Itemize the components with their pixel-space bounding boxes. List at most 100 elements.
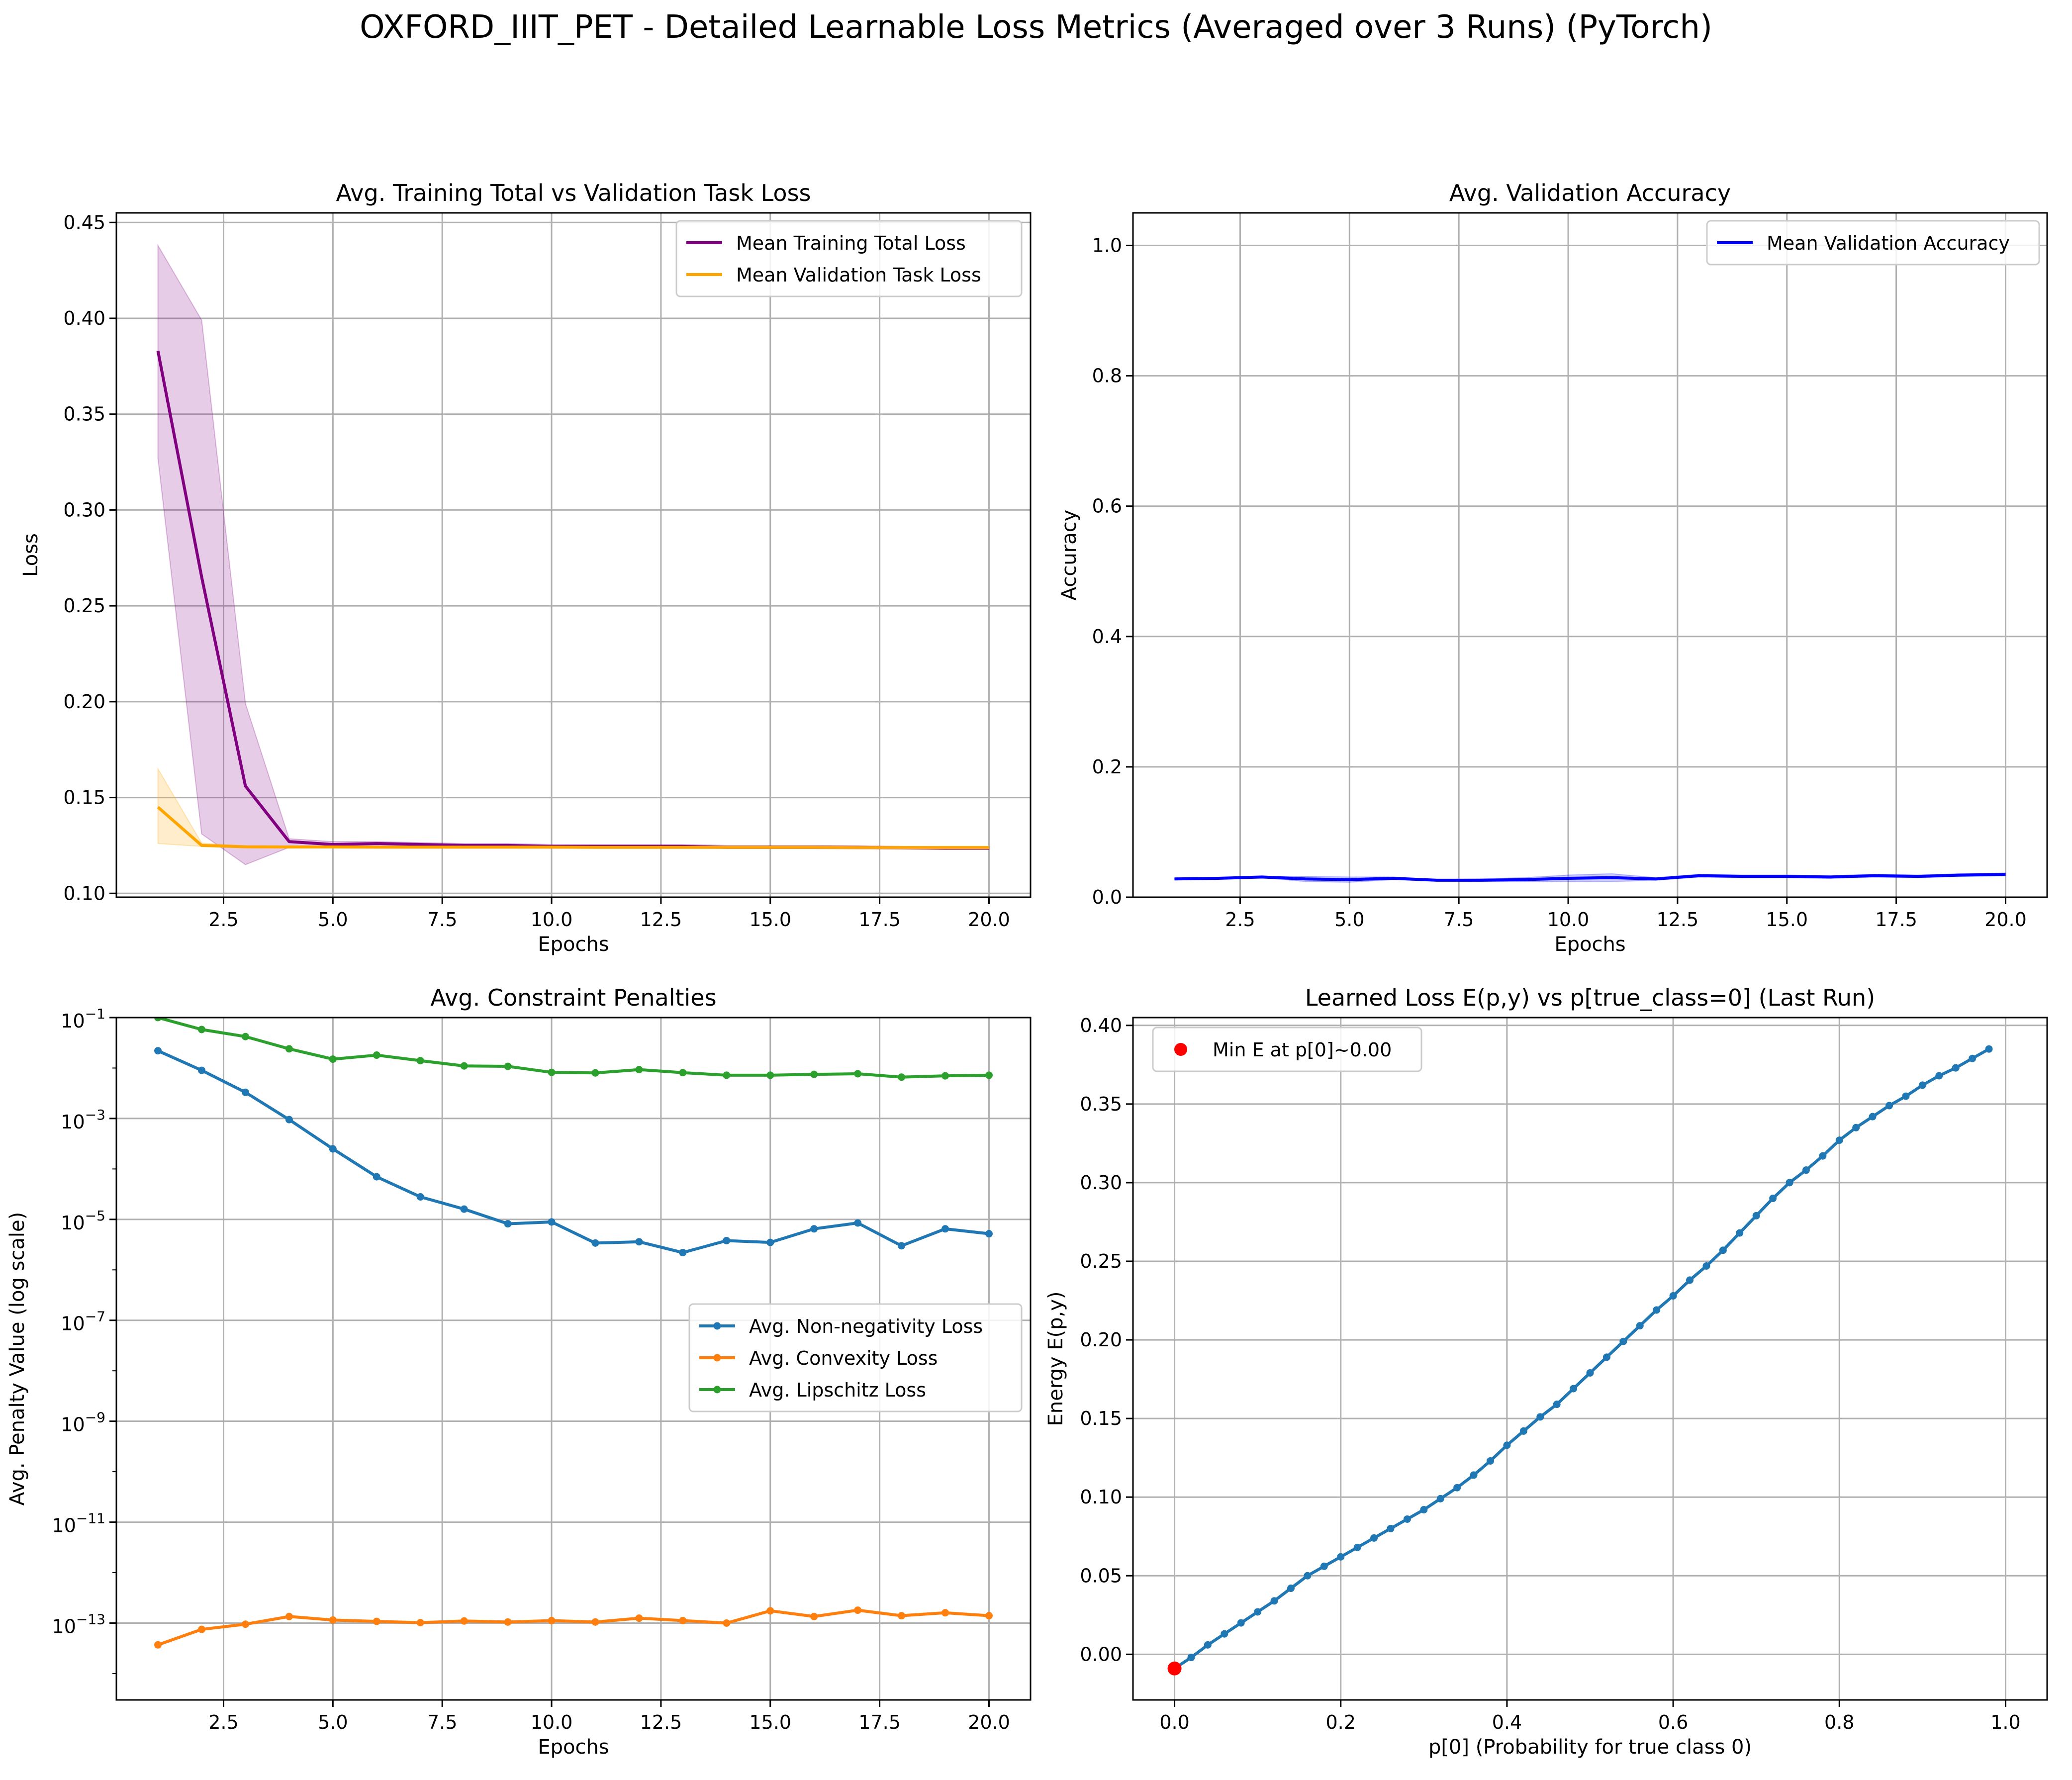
y-tick-label: 10−7 (61, 1309, 105, 1335)
data-point (1935, 1072, 1943, 1080)
x-tick-label: 17.5 (858, 909, 901, 931)
data-point (197, 1625, 205, 1633)
data-point (1287, 1585, 1295, 1593)
data-point (154, 1641, 162, 1649)
data-point (1304, 1572, 1312, 1580)
data-point (1702, 1262, 1710, 1270)
data-point (810, 1070, 818, 1078)
data-point (1270, 1597, 1278, 1605)
y-tick-label: 0.30 (1080, 1172, 1122, 1194)
data-point (854, 1606, 862, 1614)
chart-panel-1: Avg. Training Total vs Validation Task L… (19, 180, 1032, 956)
data-point (460, 1617, 468, 1625)
data-point (1752, 1212, 1760, 1219)
data-point (548, 1068, 556, 1076)
legend-frame (1706, 220, 2040, 266)
data-point (635, 1238, 643, 1246)
y-tick-label: 0.20 (63, 691, 105, 713)
y-tick-label: 0.15 (63, 787, 105, 809)
y-tick-label: 10−11 (52, 1510, 105, 1537)
data-point (942, 1225, 949, 1233)
data-point (1736, 1229, 1744, 1237)
legend-label: Avg. Non-negativity Loss (749, 1315, 983, 1337)
data-point (548, 1218, 556, 1226)
y-tick-label: 0.20 (1080, 1329, 1122, 1351)
data-point (1503, 1441, 1511, 1449)
y-tick-label: 10−9 (61, 1409, 105, 1436)
data-point (1337, 1553, 1345, 1561)
legend-marker (1174, 1043, 1187, 1056)
series-line-1 (157, 1049, 989, 1254)
y-tick-label: 0.8 (1092, 365, 1122, 387)
data-point (329, 1145, 337, 1153)
data-point (591, 1618, 599, 1626)
y-tick-label: 0.00 (1080, 1643, 1122, 1665)
axes-frame (115, 212, 1032, 898)
data-point (285, 1045, 293, 1053)
min-energy-marker (1167, 1661, 1182, 1676)
chart-panel-3: Avg. Constraint Penalties 2.5 5.0 7.5 10.0 12… (6, 984, 1032, 1759)
data-point (373, 1173, 380, 1181)
data-point (810, 1225, 818, 1233)
x-tick-label: 7.5 (427, 1711, 457, 1733)
y-tick-label: 10−13 (52, 1611, 105, 1637)
data-point (285, 1612, 293, 1620)
data-point (504, 1220, 512, 1228)
x-tick-label: 5.0 (318, 909, 348, 931)
data-point (1602, 1353, 1610, 1361)
chart-title: Avg. Training Total vs Validation Task L… (336, 180, 811, 206)
data-point (1403, 1515, 1411, 1523)
data-point (1570, 1385, 1578, 1393)
data-point (416, 1193, 424, 1201)
data-point (1686, 1276, 1694, 1284)
data-point (1902, 1092, 1910, 1100)
legend-label: Mean Validation Task Loss (736, 264, 981, 286)
x-axis-label: Epochs (1554, 933, 1625, 956)
data-point (285, 1116, 293, 1124)
data-point (1985, 1045, 1993, 1053)
data-point (985, 1612, 993, 1620)
data-point (1802, 1166, 1810, 1174)
data-point (591, 1239, 599, 1247)
x-tick-label: 7.5 (427, 909, 457, 931)
legend-frame (1152, 1027, 1422, 1072)
data-point (635, 1066, 643, 1074)
legend: Min E at p[0]~0.00 (1152, 1027, 1422, 1072)
y-axis-label: Loss (19, 533, 42, 577)
data-point (810, 1612, 818, 1620)
legend-frame (675, 220, 1023, 297)
data-point (898, 1612, 906, 1620)
legend-label: Mean Training Total Loss (736, 232, 966, 254)
data-point (1835, 1136, 1843, 1144)
chart-title: Learned Loss E(p,y) vs p[true_class=0] (… (1305, 984, 1875, 1011)
x-tick-label: 10.0 (531, 909, 573, 931)
data-point (1553, 1401, 1561, 1408)
data-point (766, 1238, 774, 1246)
data-point (1486, 1457, 1494, 1465)
data-point (548, 1616, 556, 1624)
y-tick-label: 0.4 (1092, 626, 1122, 648)
data-point (154, 1018, 162, 1022)
x-tick-label: 12.5 (1657, 909, 1699, 931)
chart-title: Avg. Constraint Penalties (430, 984, 716, 1011)
x-tick-label: 7.5 (1444, 909, 1474, 931)
data-point (1204, 1641, 1212, 1649)
x-tick-label: 0.4 (1492, 1711, 1522, 1733)
data-point (197, 1026, 205, 1033)
y-tick-label: 0.30 (63, 499, 105, 521)
x-tick-label: 17.5 (1875, 909, 1917, 931)
y-tick-label: 0.40 (63, 307, 105, 329)
data-point (942, 1072, 949, 1080)
plot-area (156, 243, 990, 865)
x-tick-label: 17.5 (858, 1711, 901, 1733)
x-tick-label: 2.5 (208, 1711, 238, 1733)
data-point (373, 1617, 380, 1625)
axes-frame (1132, 212, 2048, 898)
axes-frame (115, 1017, 1032, 1701)
chart-panel-2: Avg. Validation Accuracy 2.5 5.0 7.5 10.0 12.… (1058, 180, 2048, 956)
x-axis-label: Epochs (538, 1736, 609, 1759)
data-point (723, 1236, 731, 1244)
plot-area (1174, 872, 2006, 883)
x-tick-label: 20.0 (968, 1711, 1010, 1733)
